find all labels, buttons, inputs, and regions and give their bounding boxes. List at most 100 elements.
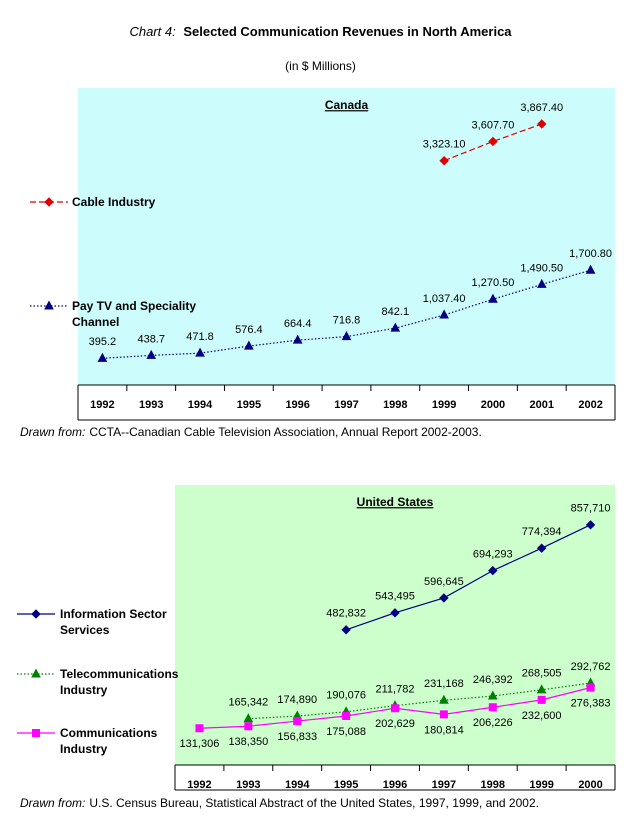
data-label: 3,867.40 [520,102,563,114]
series-line [345,524,591,631]
data-point [439,155,449,166]
data-point [292,334,303,344]
data-label: 268,505 [522,668,562,680]
data-label: 3,607.70 [472,119,515,131]
source: Drawn from: U.S. Census Bureau, Statistic… [20,796,539,810]
data-label: 543,495 [375,591,415,603]
data-label: 292,762 [571,661,611,673]
data-point [488,293,498,303]
data-label: 131,306 [180,738,220,750]
data-point [439,710,448,719]
x-tick-label: 2000 [481,399,505,411]
series-line [248,682,591,720]
data-label: 138,350 [228,736,268,748]
data-label: 1,700.80 [569,248,612,260]
data-label: 180,814 [424,724,464,736]
x-tick-label: 2001 [530,399,554,411]
data-label: 190,076 [326,690,366,702]
legend-marker [32,729,40,737]
data-point [195,724,204,733]
legend-entry: Cable Industry [72,195,156,209]
x-tick-label: 1996 [285,399,309,411]
legend-entry: Communications Industry [60,726,158,756]
data-label: 716.8 [333,315,361,327]
data-point [536,278,547,288]
data-point [585,264,596,274]
data-label: 211,782 [376,684,415,696]
data-point [586,683,595,692]
legend-marker [44,197,54,207]
legend-marker [31,609,41,619]
data-label: 438.7 [137,333,165,345]
data-point [146,349,157,359]
x-tick-label: 2000 [578,779,602,791]
data-point [243,713,254,723]
data-point [439,309,449,319]
data-label: 202,629 [375,718,415,730]
source: Drawn from: CCTA--Canadian Cable Televisi… [20,425,482,439]
legend-entry: Pay TV and Speciality Channel [72,299,197,329]
source-text: U.S. Census Bureau, Statistical Abstract… [89,796,539,810]
x-tick-label: 1994 [285,779,310,791]
source-label: Drawn from: [20,796,86,810]
data-point [488,565,498,576]
page-subtitle: (in $ Millions) [285,59,356,73]
data-label: 276,383 [571,698,611,710]
data-point [390,322,401,332]
data-point [244,722,253,731]
data-label: 1,270.50 [472,277,515,289]
data-label: 231,168 [424,678,464,690]
chart-label: Chart 4: [129,24,176,39]
data-point [536,684,547,694]
source-label: Drawn from: [20,425,86,439]
data-label: 175,088 [326,726,366,738]
x-tick-label: 2002 [578,399,602,411]
data-point [537,119,547,129]
x-tick-label: 1999 [529,779,553,791]
data-point [487,690,498,700]
data-label: 174,890 [277,694,317,706]
data-point [97,352,108,362]
x-tick-label: 1997 [432,779,456,791]
x-tick-label: 1992 [90,399,114,411]
x-tick-label: 1998 [383,399,407,411]
data-label: 3,323.10 [423,139,466,151]
data-label: 482,832 [326,608,366,620]
data-point [391,704,399,713]
data-label: 774,394 [522,526,562,538]
x-tick-label: 1993 [139,399,163,411]
x-tick-label: 1998 [481,779,505,791]
data-label: 471.8 [186,331,214,343]
legend-entry: Information Sector Services [60,607,167,637]
x-tick-label: 1996 [383,779,407,791]
data-label: 165,342 [228,697,268,709]
header: Chart 4: Selected Communication Revenues… [0,24,641,39]
data-point [488,136,498,147]
data-point [537,695,546,704]
data-label: 857,710 [571,503,611,515]
data-point [585,520,596,530]
data-point [342,711,351,720]
data-point [195,347,205,357]
data-label: 576.4 [235,324,263,336]
legend-marker [31,668,41,678]
x-tick-label: 1994 [188,399,213,411]
panel-title: United States [357,495,434,509]
page-title: Selected Communication Revenues in North… [183,24,512,39]
data-label: 842.1 [382,306,410,318]
x-tick-label: 1997 [334,399,358,411]
panel-title: Canada [325,98,369,112]
x-tick-label: 1993 [236,779,260,791]
data-label: 1,037.40 [423,293,466,305]
data-label: 246,392 [473,674,513,686]
data-label: 1,490.50 [520,262,563,274]
data-label: 206,226 [473,717,513,729]
x-tick-label: 1992 [187,779,211,791]
data-point [244,340,254,350]
x-tick-label: 1995 [334,779,358,791]
x-tick-label: 1999 [432,399,456,411]
data-label: 596,645 [424,576,464,588]
data-point [293,717,302,726]
data-label: 156,833 [277,731,317,743]
